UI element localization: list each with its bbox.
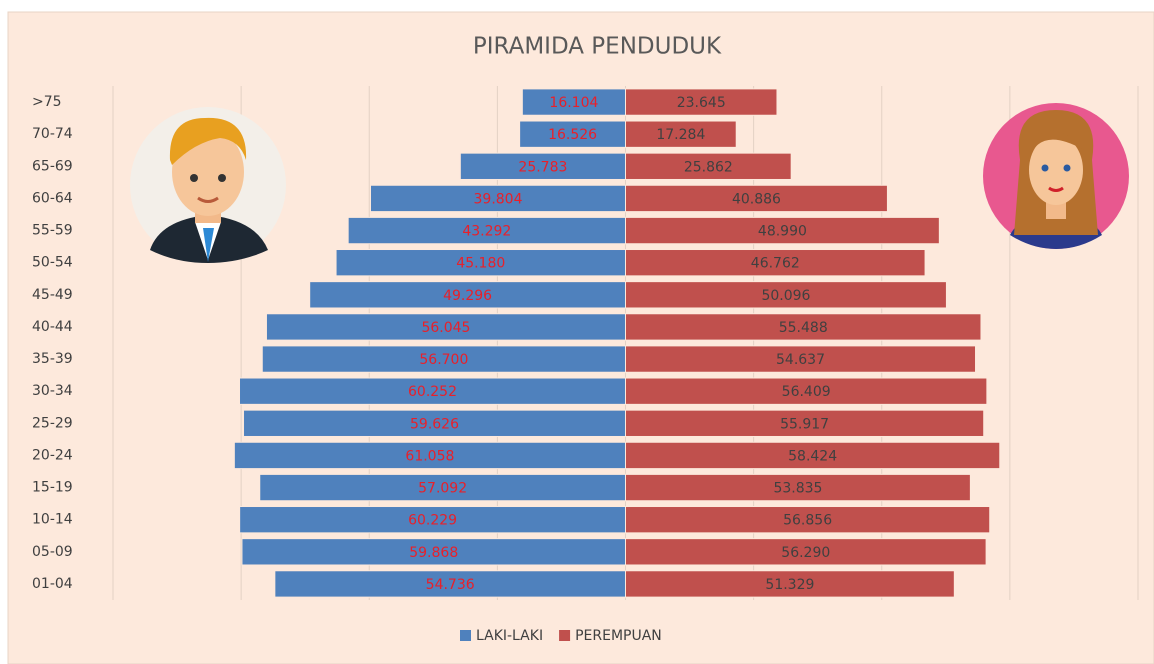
female-avatar (983, 103, 1129, 249)
category-label: >75 (32, 94, 62, 110)
value-label: 46.762 (751, 256, 800, 272)
value-label: 54.736 (426, 577, 475, 593)
category-label: 35-39 (32, 351, 73, 367)
value-label: 49.296 (443, 288, 492, 304)
bar (625, 152, 792, 180)
category-label: 50-54 (32, 255, 73, 271)
value-label: 39.804 (474, 191, 523, 207)
value-label: 40.886 (732, 191, 781, 207)
category-label: 70-74 (32, 126, 73, 142)
bar (625, 538, 987, 566)
bar (519, 120, 626, 148)
value-label: 43.292 (462, 224, 511, 240)
bar (625, 473, 971, 502)
value-label: 55.917 (780, 416, 829, 432)
category-label: 30-34 (32, 383, 73, 399)
value-label: 48.990 (758, 224, 807, 240)
value-label: 17.284 (656, 127, 705, 143)
bar (241, 538, 627, 566)
value-label: 51.329 (765, 577, 814, 593)
bar (261, 345, 626, 373)
bar (239, 506, 627, 534)
bar (459, 152, 627, 180)
category-label: 20-24 (32, 447, 73, 463)
bar (625, 441, 1001, 470)
bar (625, 281, 947, 309)
bar (370, 184, 626, 213)
bar (233, 441, 626, 470)
category-label: 60-64 (32, 190, 73, 206)
legend-label: PEREMPUAN (575, 628, 662, 644)
legend-swatch (559, 630, 571, 641)
value-label: 55.488 (779, 320, 828, 336)
value-label: 56.700 (419, 352, 468, 368)
bar (265, 313, 626, 341)
category-label: 01-04 (32, 576, 73, 592)
bar (347, 216, 626, 245)
legend-label: LAKI-LAKI (476, 628, 543, 644)
category-label: 45-49 (32, 287, 73, 303)
value-label: 61.058 (405, 448, 454, 464)
value-label: 25.862 (684, 159, 733, 175)
value-label: 60.252 (408, 384, 457, 400)
category-label: 55-59 (32, 223, 73, 239)
value-label: 56.856 (783, 513, 832, 529)
legend-swatch (460, 630, 471, 641)
bar (625, 506, 991, 534)
bar (625, 345, 977, 373)
bar (259, 473, 626, 502)
value-label: 50.096 (761, 288, 810, 304)
male-avatar (130, 107, 286, 263)
bar (625, 313, 982, 341)
value-label: 53.835 (773, 481, 822, 497)
value-label: 56.409 (782, 384, 831, 400)
value-label: 57.092 (418, 481, 467, 497)
value-label: 56.290 (781, 545, 830, 561)
value-label: 56.045 (421, 320, 470, 336)
category-label: 15-19 (32, 480, 73, 496)
value-label: 58.424 (788, 448, 837, 464)
bar (243, 409, 626, 437)
value-label: 16.526 (548, 127, 597, 143)
bar (625, 570, 955, 598)
bars: >75 16.104 23.645 70-74 16.526 17.284 65-69 25.… (32, 88, 1001, 598)
value-label: 54.637 (776, 352, 825, 368)
bar (239, 377, 626, 405)
category-label: 10-14 (32, 512, 73, 528)
bar (625, 377, 988, 405)
bar (625, 409, 985, 437)
chart-title: PIRAMIDA PENDUDUK (473, 34, 722, 60)
category-label: 65-69 (32, 158, 73, 174)
value-label: 59.868 (409, 545, 458, 561)
value-label: 60.229 (408, 513, 457, 529)
bar (521, 88, 626, 116)
value-label: 23.645 (677, 95, 726, 111)
category-label: 40-44 (32, 319, 73, 335)
bar (625, 88, 778, 116)
bar (625, 249, 926, 277)
bar (625, 184, 888, 213)
bar (625, 120, 737, 148)
category-label: 05-09 (32, 544, 73, 560)
bar (625, 216, 940, 245)
legend: LAKI-LAKI PEREMPUAN (460, 628, 662, 644)
value-label: 45.180 (456, 256, 505, 272)
category-label: 25-29 (32, 415, 73, 431)
value-label: 59.626 (410, 416, 459, 432)
value-label: 25.783 (518, 159, 567, 175)
bar (335, 249, 626, 277)
value-label: 16.104 (549, 95, 598, 111)
